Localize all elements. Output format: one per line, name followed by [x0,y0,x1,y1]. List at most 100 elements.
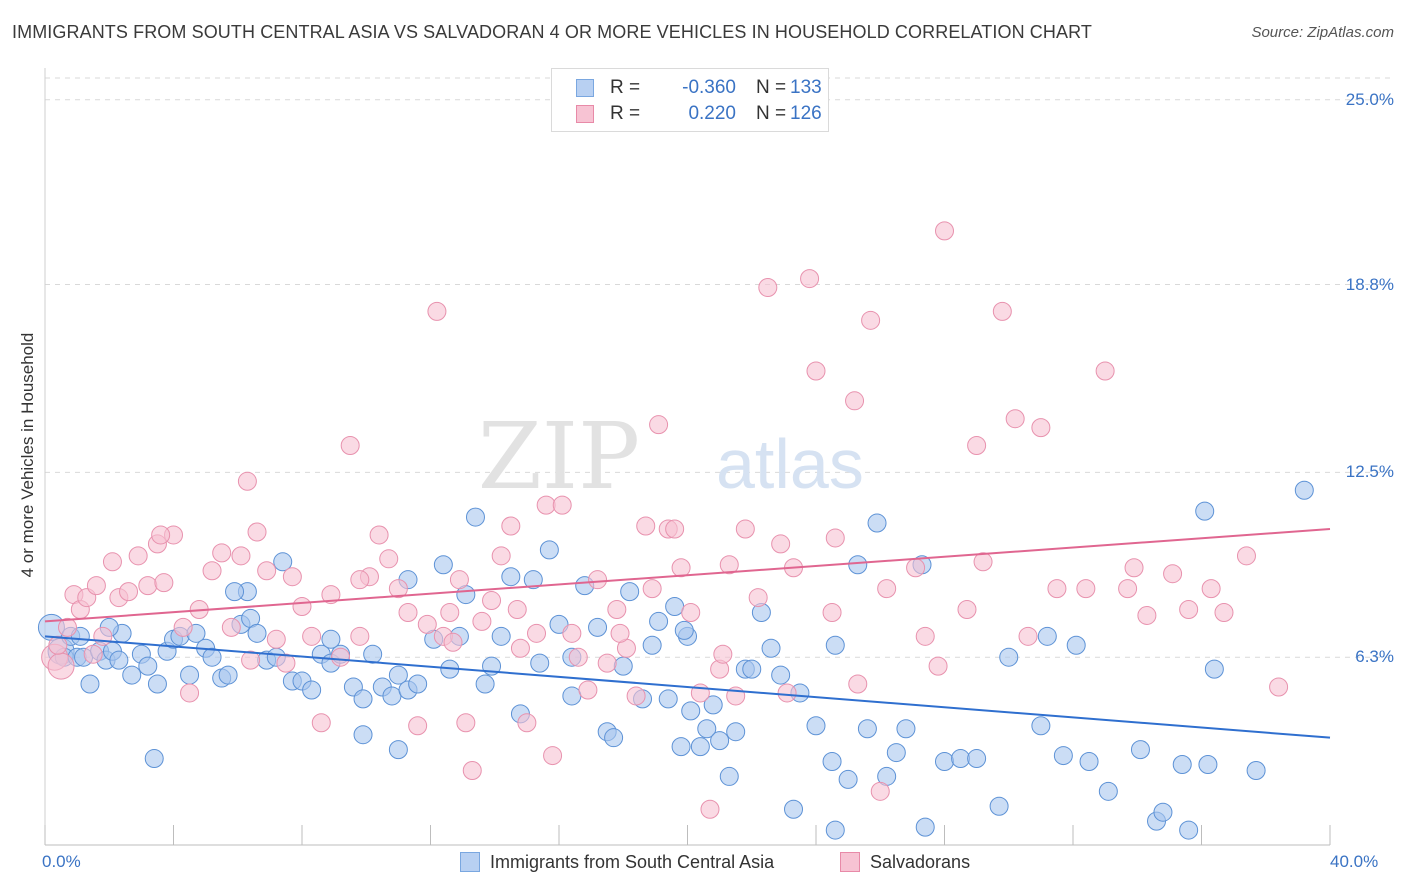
data-point [771,665,791,685]
data-point [57,617,77,637]
data-point [1066,635,1086,655]
data-point [719,555,739,575]
data-point [568,647,588,667]
legend-r-value: 0.220 [688,103,736,124]
data-point [1204,659,1224,679]
data-point [1214,602,1234,622]
data-point [957,599,977,619]
data-point [93,626,113,646]
data-point [1124,558,1144,578]
data-point [350,570,370,590]
data-point [1005,409,1025,429]
bottom-legend-label-immigrants: Immigrants from South Central Asia [490,852,775,872]
data-point [671,737,691,757]
data-point [408,674,428,694]
data-point [806,716,826,736]
data-point [915,626,935,646]
data-point [218,665,238,685]
data-point [138,576,158,596]
bottom-legend-swatch-blue [460,852,480,872]
data-point [562,623,582,643]
legend-r-label: R = [610,103,641,124]
data-point [353,725,373,745]
data-point [825,528,845,548]
source-credit: Source: ZipAtlas.com [1251,24,1394,41]
data-point [154,573,174,593]
data-point [311,713,331,733]
data-point [472,611,492,631]
data-point [501,567,521,587]
data-point [642,579,662,599]
data-point [1031,716,1051,736]
data-point [742,659,762,679]
data-point [935,752,954,772]
data-point [340,436,360,456]
data-point [282,567,302,587]
data-point [221,617,241,637]
data-point [951,749,971,769]
data-point [80,674,100,694]
data-point [825,820,845,840]
data-point [1031,418,1051,438]
data-point [588,617,608,637]
data-point [507,599,527,619]
data-point [379,549,399,569]
data-point [588,570,608,590]
data-point [552,495,572,515]
data-point [102,552,122,572]
data-point [636,516,656,536]
data-point [761,638,781,658]
data-point [247,522,267,542]
data-point [369,525,389,545]
bottom-legend-swatch-pink [840,852,860,872]
data-point [726,722,746,742]
data-point [697,719,717,739]
data-point [1079,752,1099,772]
data-point [523,570,543,590]
data-point [992,301,1012,321]
data-point [231,546,251,566]
data-point [642,635,662,655]
data-point [681,701,701,721]
data-point [1153,802,1173,822]
data-point [658,689,678,709]
legend-n-label: N = [756,103,787,124]
data-point [1095,361,1115,381]
data-point [147,674,167,694]
data-point [1098,781,1118,801]
data-point [870,781,890,801]
data-point [536,495,556,515]
data-point [562,686,582,706]
trend-line-immigrants [44,635,1331,739]
x-tick-label-min: 0.0% [42,852,81,871]
data-point [1053,746,1073,766]
data-point [382,686,402,706]
data-point [440,602,460,622]
data-point [1118,579,1138,599]
series-immigrants-points [37,480,1314,840]
watermark: ZIP atlas [478,403,864,510]
data-point [700,799,720,819]
data-point [388,665,408,685]
data-point [1179,599,1199,619]
data-point [417,614,437,634]
data-point [83,644,103,664]
data-point [138,656,158,676]
data-point [838,769,858,789]
data-point [1269,677,1289,697]
data-point [273,552,293,572]
data-point [128,546,148,566]
data-point [237,471,257,491]
y-tick-label: 18.8% [1345,274,1394,294]
data-point [1236,546,1256,566]
data-point [173,617,193,637]
legend-n-value: 126 [790,103,822,124]
data-point [800,269,820,289]
data-point [597,653,617,673]
series-salvadorans-points [41,221,1289,819]
data-point [935,221,954,241]
data-point [604,728,624,748]
data-point [1076,579,1096,599]
data-point [877,579,897,599]
data-point [613,656,633,676]
